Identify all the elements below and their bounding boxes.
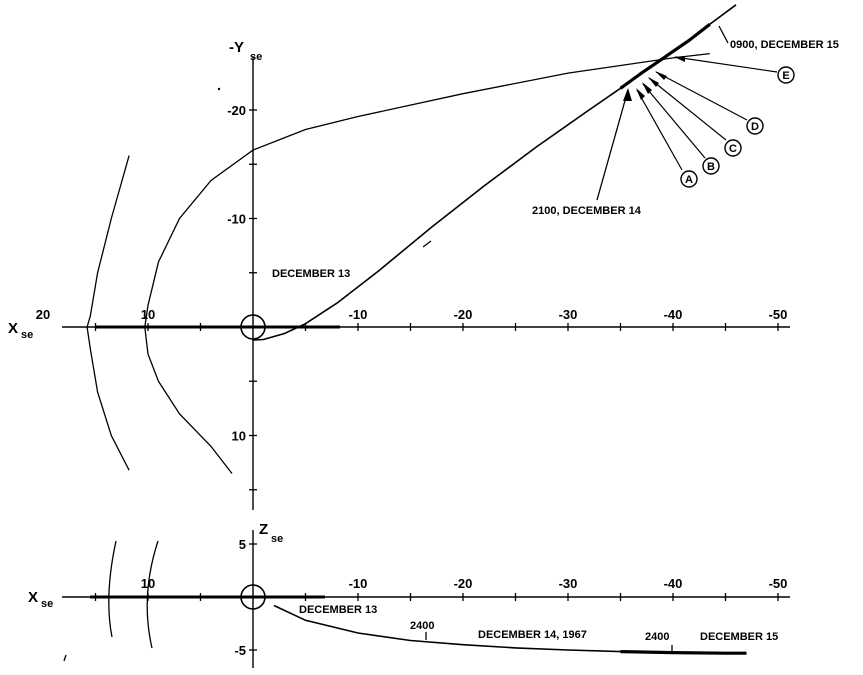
label-december-13-bottom: DECEMBER 13 xyxy=(299,604,377,616)
bottom-y-tick-label: 5 xyxy=(239,537,246,552)
label-december-15-bottom: DECEMBER 15 xyxy=(700,631,778,643)
bottom-y-tick-label: -5 xyxy=(234,643,246,658)
label-2400-b: 2400 xyxy=(645,631,669,643)
top-y-tick-label: -10 xyxy=(227,212,246,227)
top-x-tick-label: -30 xyxy=(559,307,578,322)
marker-c-circle xyxy=(724,139,742,157)
top-tick-group: 20 10 -10 -20 -30 -40 -50 -20 -10 10 xyxy=(36,103,788,491)
marker-d-letter: D xyxy=(751,121,759,133)
top-x-axis-subscript: se xyxy=(21,329,33,341)
bottom-x-tick-label: -30 xyxy=(559,576,578,591)
pointer-2100-line xyxy=(596,89,629,201)
top-long-curve-line xyxy=(144,52,710,474)
stray-mark-bottom xyxy=(63,654,67,662)
bottom-x-axis-name: X xyxy=(28,589,38,606)
marker-c-letter: C xyxy=(729,143,737,155)
top-y-axis-subscript: se xyxy=(250,51,262,63)
bottom-origin-circle xyxy=(240,584,266,610)
top-trajectory-line xyxy=(252,4,737,341)
top-x-tick-label: -10 xyxy=(349,307,368,322)
label-2400-a: 2400 xyxy=(410,620,434,632)
top-y-axis-name: -Y xyxy=(229,39,244,56)
marker-a-leader xyxy=(636,89,683,171)
top-x-tick-label: -50 xyxy=(769,307,788,322)
marker-e-letter: E xyxy=(782,70,789,82)
marker-d-leader xyxy=(655,71,748,121)
bottom-y-axis-subscript: se xyxy=(271,533,283,545)
label-december-13-top: DECEMBER 13 xyxy=(272,268,350,280)
bottom-arc-outer xyxy=(108,540,117,638)
bottom-arc-inner xyxy=(146,540,159,649)
bottom-x-axis-subscript: se xyxy=(41,598,53,610)
top-x-axis-name: X xyxy=(8,320,18,337)
top-y-tick-label: -20 xyxy=(227,103,246,118)
marker-a-letter: A xyxy=(685,174,693,186)
top-x-tick-label: 20 xyxy=(36,307,50,322)
top-trajectory-heavy-segment xyxy=(619,23,711,90)
top-y-tick-label: 10 xyxy=(232,429,246,444)
bottom-x-tick-label: -40 xyxy=(664,576,683,591)
top-x-tick-label: -40 xyxy=(664,307,683,322)
bottom-x-tick-label: -50 xyxy=(769,576,788,591)
marker-a-arrowhead xyxy=(636,88,645,100)
bottom-tick-group: 10 -10 -20 -30 -40 -505-5 xyxy=(94,537,788,658)
marker-d-circle xyxy=(746,117,764,135)
top-origin-circle xyxy=(240,314,266,340)
marker-b-letter: B xyxy=(707,161,715,173)
stray-mark-top xyxy=(217,87,221,91)
pointer-0900-line xyxy=(718,25,729,44)
bottom-x-tick-label: -20 xyxy=(454,576,473,591)
trajectory-tick-mark xyxy=(422,240,432,248)
top-x-tick-label: -20 xyxy=(454,307,473,322)
marker-e-arrowhead xyxy=(674,56,685,62)
bottom-trajectory-heavy-segment xyxy=(620,650,747,655)
marker-d-arrowhead xyxy=(655,71,667,80)
bottom-y-axis-name: Z xyxy=(259,521,268,538)
top-arc-line xyxy=(86,155,130,471)
marker-c-arrowhead xyxy=(648,77,659,87)
marker-e-leader xyxy=(674,56,778,73)
label-2100-december-14: 2100, DECEMBER 14 xyxy=(532,205,642,217)
marker-b-arrowhead xyxy=(642,82,652,94)
bottom-x-tick-label: -10 xyxy=(349,576,368,591)
marker-e-circle xyxy=(777,66,795,84)
marker-b-leader xyxy=(642,83,706,159)
label-0900-december-15: 0900, DECEMBER 15 xyxy=(730,39,839,51)
marker-a-circle xyxy=(680,170,698,188)
pointer-2100-arrowhead xyxy=(623,88,632,101)
label-december-14-1967: DECEMBER 14, 1967 xyxy=(478,629,587,641)
marker-c-leader xyxy=(648,77,727,141)
top-x-tick-label: 10 xyxy=(141,307,155,322)
marker-b-circle xyxy=(702,157,720,175)
